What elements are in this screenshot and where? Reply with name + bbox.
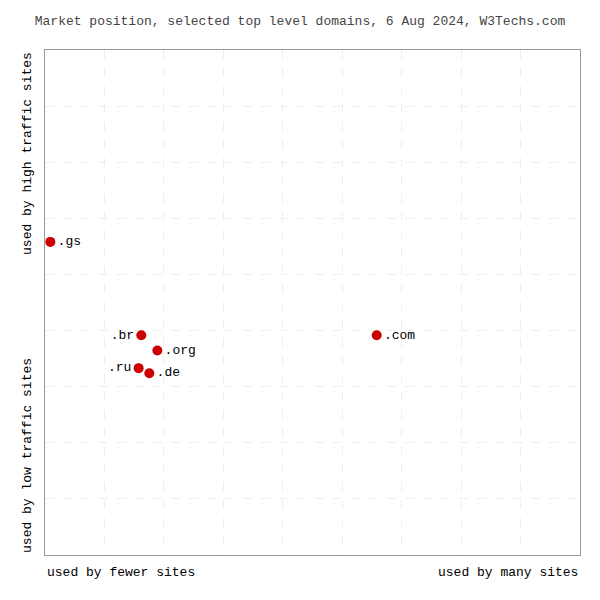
svg-text:used by many sites: used by many sites: [438, 565, 578, 580]
svg-text:used by low traffic sites: used by low traffic sites: [20, 358, 35, 553]
svg-text:.gs: .gs: [58, 234, 81, 249]
svg-text:.br: .br: [111, 328, 134, 343]
svg-text:.de: .de: [157, 365, 180, 380]
svg-text:used by fewer sites: used by fewer sites: [47, 565, 195, 580]
svg-text:used by high traffic sites: used by high traffic sites: [20, 52, 35, 255]
svg-text:Market position, selected top: Market position, selected top level doma…: [35, 14, 566, 29]
svg-text:.org: .org: [165, 343, 196, 358]
svg-text:.com: .com: [384, 328, 415, 343]
svg-text:.ru: .ru: [108, 360, 131, 375]
